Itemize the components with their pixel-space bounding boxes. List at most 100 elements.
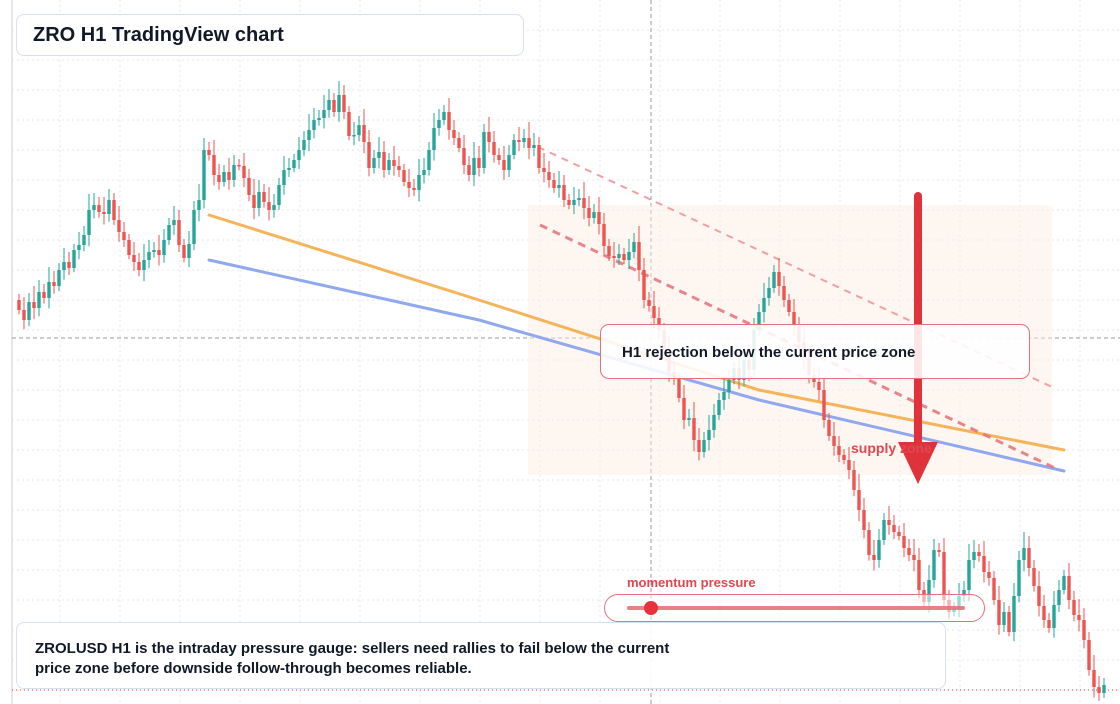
candle-body — [1102, 685, 1106, 693]
candle-body — [287, 168, 291, 170]
candle — [1047, 613, 1051, 633]
supply-zone-label: supply zone — [851, 440, 932, 456]
momentum-gauge-label: momentum pressure — [627, 575, 756, 590]
candle-body — [1052, 605, 1056, 628]
candle-body — [317, 118, 321, 120]
candle — [392, 146, 396, 176]
candle — [182, 239, 186, 263]
candle-body — [872, 555, 876, 560]
candle — [297, 137, 301, 170]
candle — [192, 201, 196, 251]
candle-body — [222, 172, 226, 182]
candle — [257, 180, 261, 217]
candle-body — [247, 178, 251, 195]
candle-body — [1092, 670, 1096, 687]
arrow-head — [898, 442, 938, 484]
candle — [627, 239, 631, 270]
candle — [432, 113, 436, 161]
candle — [1012, 583, 1016, 642]
candle-body — [972, 552, 976, 560]
candle-body — [562, 185, 566, 200]
candle — [367, 130, 371, 177]
candle-body — [927, 580, 931, 602]
candle — [882, 513, 886, 545]
candle-body — [447, 112, 451, 130]
candle — [1077, 599, 1081, 632]
candle-body — [442, 112, 446, 120]
candle — [407, 169, 411, 198]
candle-body — [692, 418, 696, 440]
candle-body — [312, 120, 316, 130]
candle — [357, 116, 361, 142]
candle — [507, 145, 511, 177]
candle — [522, 129, 526, 149]
candle — [897, 526, 901, 541]
candle — [862, 498, 866, 539]
candle-body — [427, 150, 431, 170]
candle-body — [792, 312, 796, 326]
candle-body — [422, 170, 426, 175]
candle — [787, 294, 791, 317]
candle-body — [387, 160, 391, 170]
candle — [67, 252, 71, 275]
candle — [722, 378, 726, 410]
candle — [762, 283, 766, 323]
candle-body — [902, 536, 906, 548]
candle-body — [207, 150, 211, 155]
candle — [47, 267, 51, 309]
candle-body — [202, 150, 206, 200]
candle — [287, 158, 291, 177]
candle — [717, 393, 721, 420]
candle — [452, 120, 456, 145]
candle — [712, 404, 716, 438]
candle — [562, 175, 566, 207]
candle — [142, 244, 146, 282]
candle — [1037, 571, 1041, 617]
candle — [612, 242, 616, 268]
candle-body — [62, 262, 66, 270]
candle — [42, 284, 46, 304]
candle-body — [257, 192, 261, 208]
candle-body — [327, 100, 331, 110]
candle — [72, 244, 76, 273]
candle-body — [582, 198, 586, 208]
candle — [852, 461, 856, 497]
candle — [992, 571, 996, 605]
candle — [462, 135, 466, 175]
candle — [847, 447, 851, 480]
candle — [442, 105, 446, 125]
candle — [597, 197, 601, 235]
analysis-note-box: ZROLUSD H1 is the intraday pressure gaug… — [16, 622, 946, 689]
candle — [587, 196, 591, 227]
candle-body — [347, 112, 351, 136]
candle-body — [157, 250, 161, 255]
candle-body — [477, 158, 481, 168]
candle-body — [552, 180, 556, 188]
candle-body — [472, 158, 476, 175]
candle-body — [377, 152, 381, 158]
candle-body — [1047, 620, 1051, 628]
candle-body — [167, 225, 171, 240]
candle — [1027, 536, 1031, 577]
candle-body — [557, 185, 561, 188]
candle — [267, 187, 271, 221]
chart-title: ZRO H1 TradingView chart — [33, 24, 284, 46]
candle-body — [1037, 586, 1041, 606]
candle — [487, 117, 491, 153]
candle — [277, 178, 281, 210]
candle — [232, 155, 236, 187]
candle-body — [1007, 612, 1011, 632]
candle-body — [857, 490, 861, 510]
candle — [307, 114, 311, 152]
candle-body — [67, 262, 71, 268]
candle-body — [612, 256, 616, 258]
candle-body — [537, 145, 541, 168]
candle-body — [242, 166, 246, 178]
candle — [467, 156, 471, 182]
candle-body — [522, 138, 526, 142]
candle-body — [417, 175, 421, 190]
candle-body — [817, 382, 821, 390]
candle-body — [82, 235, 86, 245]
candle — [592, 204, 596, 224]
candle — [1057, 580, 1061, 612]
